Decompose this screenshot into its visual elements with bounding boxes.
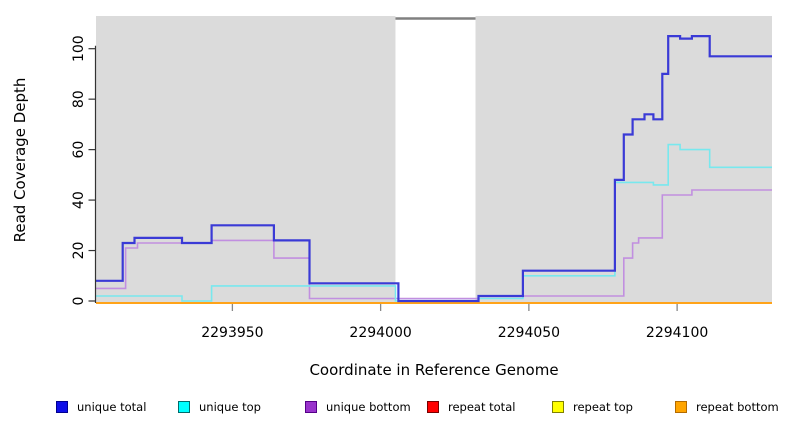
legend-item-unique-top: unique top	[178, 400, 261, 414]
legend-swatch-repeat-top	[552, 401, 564, 413]
y-tick-label: 0	[71, 297, 87, 306]
legend-label: unique bottom	[326, 400, 411, 414]
y-tick-label: 60	[71, 141, 87, 159]
legend-item-unique-total: unique total	[56, 400, 146, 414]
legend-swatch-unique-top	[178, 401, 190, 413]
legend-label: unique top	[199, 400, 261, 414]
legend-item-repeat-total: repeat total	[427, 400, 515, 414]
legend-item-repeat-top: repeat top	[552, 400, 633, 414]
x-tick-label: 2294000	[349, 325, 411, 341]
x-tick-label: 2293950	[201, 325, 263, 341]
y-tick-label: 80	[71, 90, 87, 108]
x-tick-label: 2294100	[646, 325, 708, 341]
y-axis-title: Read Coverage Depth	[11, 77, 29, 243]
x-tick-label: 2294050	[498, 325, 560, 341]
y-tick-label: 40	[71, 191, 87, 209]
legend-item-repeat-bottom: repeat bottom	[675, 400, 779, 414]
legend-label: repeat top	[573, 400, 633, 414]
legend-label: repeat bottom	[696, 400, 779, 414]
legend-label: repeat total	[448, 400, 516, 414]
legend-swatch-repeat-total	[427, 401, 439, 413]
legend-swatch-unique-bottom	[305, 401, 317, 413]
series-unique-total	[96, 35, 772, 303]
legend-label: unique total	[77, 400, 147, 414]
masked-region	[395, 16, 476, 304]
x-axis-title: Coordinate in Reference Genome	[309, 361, 559, 379]
legend-swatch-unique-total	[56, 401, 68, 413]
series-unique-top	[96, 143, 772, 302]
legend-item-unique-bottom: unique bottom	[305, 400, 411, 414]
y-tick-label: 20	[71, 242, 87, 260]
y-tick-label: 100	[71, 35, 87, 62]
legend-swatch-repeat-bottom	[675, 401, 687, 413]
